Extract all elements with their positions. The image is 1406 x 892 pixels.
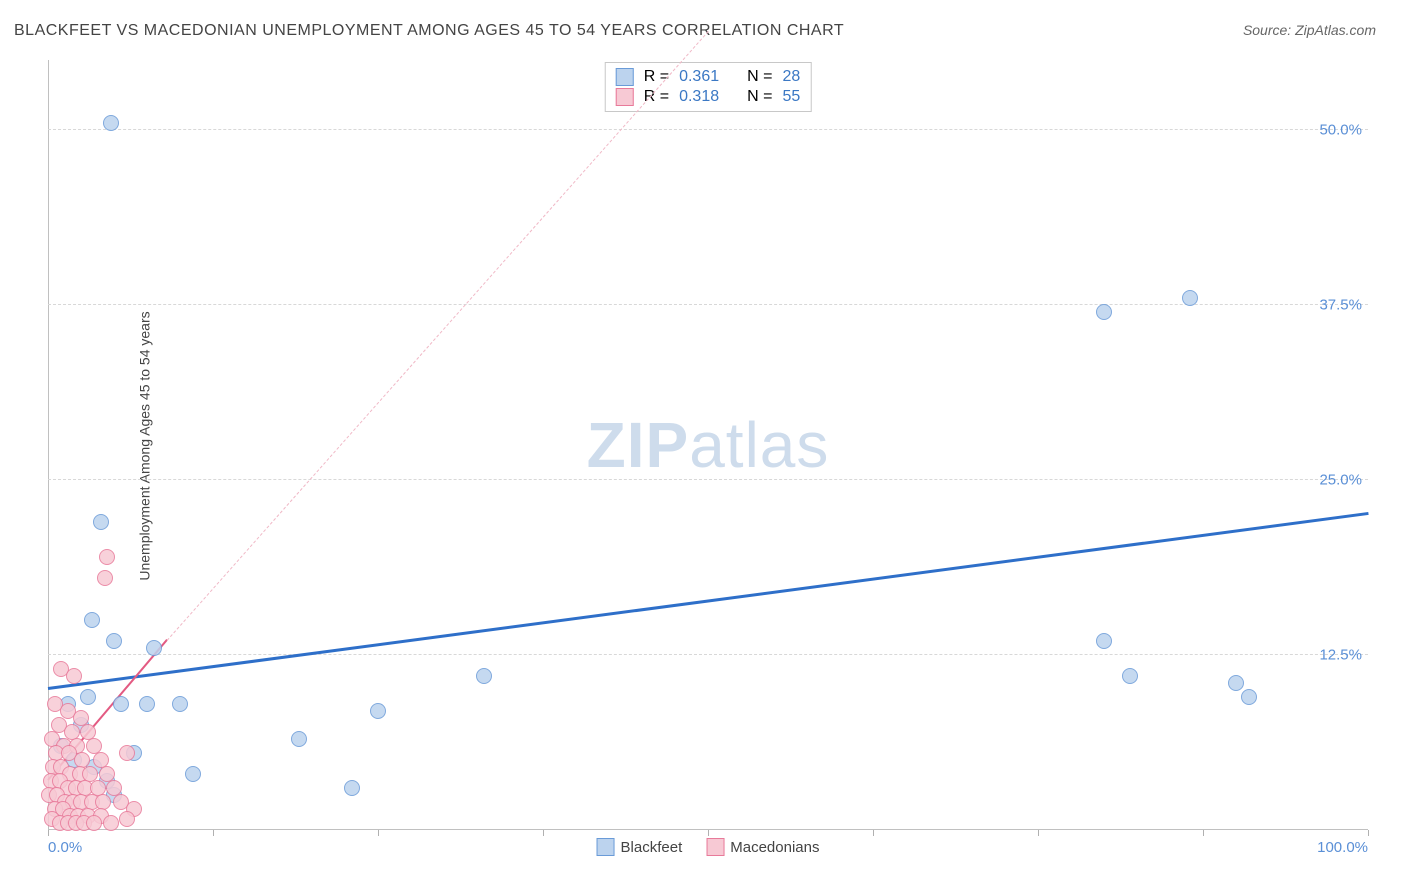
data-point <box>113 696 129 712</box>
x-tick <box>1038 830 1039 836</box>
legend-swatch <box>706 838 724 856</box>
x-tick <box>873 830 874 836</box>
y-tick-label: 12.5% <box>1319 647 1362 664</box>
data-point <box>370 703 386 719</box>
data-point <box>119 745 135 761</box>
gridline <box>48 479 1368 480</box>
legend-swatch <box>597 838 615 856</box>
data-point <box>476 668 492 684</box>
watermark: ZIPatlas <box>587 408 830 482</box>
series-legend: Blackfeet Macedonians <box>597 838 820 856</box>
data-point <box>1096 304 1112 320</box>
y-tick-label: 50.0% <box>1319 122 1362 139</box>
y-tick-label: 37.5% <box>1319 297 1362 314</box>
data-point <box>1228 675 1244 691</box>
data-point <box>291 731 307 747</box>
n-value: 28 <box>782 68 800 86</box>
source-attribution: Source: ZipAtlas.com <box>1243 22 1376 38</box>
data-point <box>97 570 113 586</box>
n-value: 55 <box>782 88 800 106</box>
legend-item: Macedonians <box>706 838 819 856</box>
x-tick <box>48 830 49 836</box>
n-label: N = <box>747 68 772 86</box>
r-value: 0.361 <box>679 68 719 86</box>
x-tick <box>543 830 544 836</box>
data-point <box>66 668 82 684</box>
x-axis-max-label: 100.0% <box>1317 839 1368 856</box>
y-axis-line <box>48 60 49 830</box>
correlation-stats-box: R = 0.361N = 28R = 0.318N = 55 <box>605 62 812 112</box>
gridline <box>48 654 1368 655</box>
data-point <box>119 811 135 827</box>
legend-swatch <box>616 68 634 86</box>
data-point <box>103 815 119 831</box>
data-point <box>185 766 201 782</box>
x-tick <box>1203 830 1204 836</box>
data-point <box>139 696 155 712</box>
data-point <box>99 549 115 565</box>
x-tick <box>708 830 709 836</box>
x-axis-min-label: 0.0% <box>48 839 82 856</box>
x-tick <box>1368 830 1369 836</box>
data-point <box>93 514 109 530</box>
legend-label: Macedonians <box>730 839 819 856</box>
legend-swatch <box>616 88 634 106</box>
data-point <box>146 640 162 656</box>
data-point <box>1182 290 1198 306</box>
stats-row: R = 0.361N = 28 <box>616 67 801 87</box>
data-point <box>344 780 360 796</box>
chart-title: BLACKFEET VS MACEDONIAN UNEMPLOYMENT AMO… <box>14 22 844 40</box>
gridline <box>48 129 1368 130</box>
data-point <box>103 115 119 131</box>
y-tick-label: 25.0% <box>1319 472 1362 489</box>
data-point <box>1096 633 1112 649</box>
data-point <box>1241 689 1257 705</box>
x-tick <box>378 830 379 836</box>
data-point <box>86 815 102 831</box>
data-point <box>106 633 122 649</box>
trend-line <box>48 512 1368 690</box>
trend-line <box>166 31 708 641</box>
n-label: N = <box>747 88 772 106</box>
data-point <box>84 612 100 628</box>
data-point <box>172 696 188 712</box>
scatter-plot-area: ZIPatlas R = 0.361N = 28R = 0.318N = 55 … <box>48 60 1368 830</box>
x-tick <box>213 830 214 836</box>
gridline <box>48 304 1368 305</box>
r-value: 0.318 <box>679 88 719 106</box>
data-point <box>80 689 96 705</box>
legend-item: Blackfeet <box>597 838 683 856</box>
legend-label: Blackfeet <box>621 839 683 856</box>
data-point <box>1122 668 1138 684</box>
